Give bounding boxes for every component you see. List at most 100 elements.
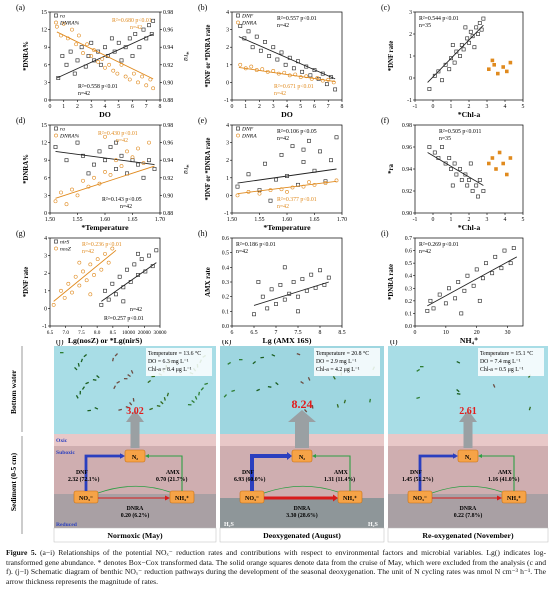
panel-label: (d) [16,116,26,125]
amx-arrowhead [478,454,482,458]
data-point [465,183,470,188]
data-point [128,280,133,284]
x-tick-label: 6 [231,330,234,336]
y-tick-label: 0.2 [405,299,412,305]
fit-annotation: R²=0.505 p<0.011 [439,129,481,135]
data-point [60,54,65,58]
schematic-label: (l) [390,340,398,346]
data-point [502,248,507,253]
x-tick-label: 3 [90,104,93,110]
regression-line [56,33,154,79]
data-point [437,292,442,297]
data-point [301,160,306,164]
data-point [92,162,96,167]
data-point [456,280,461,284]
data-point [108,145,113,149]
fit-annotation: R²=0.143 p<0.05 [102,197,142,203]
y-right-tick-label: 0.94 [163,45,173,51]
data-point [265,69,270,74]
y-right-tick-label: 0.92 [163,63,173,69]
x-axis-label: DO [99,110,111,119]
phytoplankton-particle [204,382,208,385]
phytoplankton-particle [60,352,64,354]
no3-label: NO₃⁻ [245,496,259,502]
x-tick-label: 4 [286,104,289,110]
y-tick-label: -1 [224,211,229,217]
x-tick-label: 2 [76,104,79,110]
zone-label-reduced: Reduced [56,522,78,528]
y-tick-label: 0.5 [222,251,229,257]
data-point [144,36,149,41]
data-point [487,161,491,166]
data-point [115,71,120,76]
phytoplankton-particle [114,353,118,357]
data-point [147,23,151,28]
phytoplankton-particle [112,357,114,362]
data-point [114,292,118,297]
data-point [320,71,325,76]
phytoplankton-particle [416,396,420,399]
y-tick-label: 0.7 [405,236,412,242]
y-tick-label: 0.5 [405,261,412,267]
dnra-arrowhead [497,495,502,501]
amx-label: AMX [166,470,181,476]
data-point [85,42,90,47]
y-tick-label: 3 [226,28,229,34]
phytoplankton-particle [166,392,170,397]
data-point [73,274,78,279]
y-tick-label: 1 [226,63,229,69]
phytoplankton-particle [125,406,130,409]
dnra-value: 0.20 (6.2%) [121,512,150,519]
side-label-sediment: Sediment (0-5 cm) [9,452,18,511]
data-point [110,246,115,251]
zone-label-oxic: Oxic [56,438,68,444]
data-point [447,67,452,72]
data-point [436,69,441,74]
y-axis-label: *ra [388,163,395,173]
data-point [459,43,464,47]
regression-line [237,180,337,195]
data-point [108,172,113,177]
phytoplankton-particle [456,393,461,395]
phytoplankton-particle [456,389,460,393]
data-point [246,172,251,177]
legend-marker [54,20,58,25]
y-axis-label: *DNF or *DNRA rate [205,138,212,201]
data-point [139,257,144,262]
phytoplankton-particle [311,404,314,409]
data-point [131,71,136,76]
data-point [477,21,482,25]
panel-label: (h) [198,229,208,238]
data-point [97,149,102,154]
n2-label: N₂ [465,454,471,461]
y-tick-label: 0.2 [222,295,229,301]
data-point [329,158,333,163]
x-tick-label: 3 [486,104,489,110]
data-point [103,288,107,293]
data-point [76,33,81,38]
data-point [100,57,105,61]
x-tick-label: 7.5 [294,330,301,336]
panel-label: (f) [381,116,389,125]
panel-label: (b) [198,3,208,12]
y-tick-label: 0 [44,306,47,312]
y-tick-label: 3 [44,254,47,260]
data-point [458,167,462,171]
data-point [81,269,85,274]
phytoplankton-particle [75,395,79,399]
fit-annotation: R²=0.558 p<0.01 [78,84,118,90]
phytoplankton-particle [304,408,308,413]
season-footer: Normoxic (May) [107,531,163,540]
season-footer: Re-oxygenated (November) [422,531,514,540]
no3-label: NO₃⁻ [413,496,427,502]
y-tick-label: 0.6 [405,249,412,255]
legend-marker [236,133,240,138]
info-box [478,348,544,376]
data-point [92,58,96,63]
y-axis-label: *DNRA% [23,41,30,71]
phytoplankton-particle [260,356,265,359]
data-point [454,172,459,177]
x-tick-label: 8 [319,330,322,336]
phytoplankton-particle [79,390,81,395]
